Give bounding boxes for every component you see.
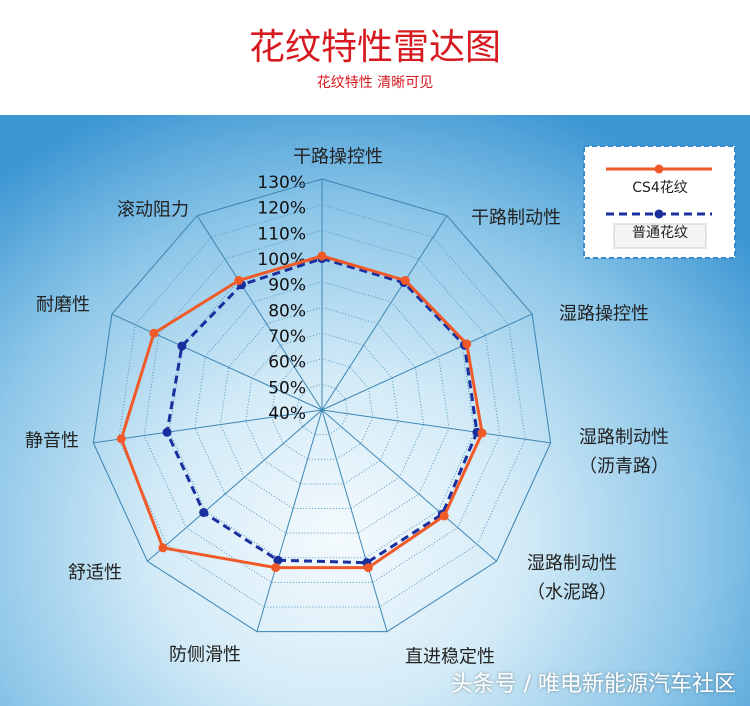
category-label: 耐磨性 (36, 294, 90, 316)
data-point (462, 339, 472, 349)
category-label: 湿路操控性 (559, 303, 649, 325)
r-tick-label: 130% (257, 173, 306, 193)
data-point (271, 563, 281, 573)
watermark: 头条号 / 唯电新能源汽车社区 (450, 672, 736, 697)
category-label: 直进稳定性 (405, 646, 495, 668)
axis-spoke (256, 409, 323, 632)
category-label: 防侧滑性 (169, 644, 241, 666)
r-tick-label: 90% (268, 276, 306, 296)
legend-label-box (613, 223, 707, 249)
axis-spoke (111, 313, 323, 411)
data-point (439, 511, 449, 521)
r-tick-label: 120% (257, 199, 306, 219)
grid-ring (296, 383, 348, 436)
r-tick-label: 50% (268, 378, 306, 398)
data-point (234, 275, 244, 285)
axis-spoke (321, 409, 551, 444)
legend-label: 普通花纹 (632, 225, 688, 241)
axis-spoke (321, 409, 388, 632)
data-point (273, 555, 283, 565)
data-point (149, 328, 159, 338)
axis-spoke (321, 215, 448, 411)
chart-title: 花纹特性雷达图 (248, 27, 501, 68)
data-point (158, 543, 168, 553)
outer-ring (92, 178, 552, 633)
category-label: 干路操控性 (293, 146, 383, 168)
grid-ring (118, 204, 526, 608)
legend-marker (654, 209, 664, 219)
axis-spoke (321, 409, 497, 562)
axis-spoke (321, 313, 533, 411)
axis-spoke (147, 409, 323, 562)
data-point (199, 508, 209, 518)
r-tick-label: 40% (268, 404, 306, 424)
legend-marker (654, 164, 664, 174)
category-label: 湿路制动性 （水泥路） (527, 553, 617, 603)
grid-ring (194, 281, 450, 534)
r-tick-label: 60% (268, 353, 306, 373)
category-label: 湿路制动性 （沥青路） (579, 427, 669, 477)
r-tick-label: 80% (268, 301, 306, 321)
category-label: 滚动阻力 (117, 199, 189, 221)
data-point (162, 427, 172, 437)
data-point (317, 251, 327, 261)
axis-spoke (93, 409, 323, 444)
category-label: 舒适性 (68, 562, 122, 584)
category-label: 静音性 (25, 430, 79, 452)
data-point (363, 563, 373, 573)
r-tick-label: 70% (268, 327, 306, 347)
category-label: 干路制动性 (471, 207, 561, 229)
series-line (119, 254, 484, 570)
grid-ring (270, 358, 374, 460)
data-point (116, 434, 126, 444)
legend-label: CS4花纹 (632, 180, 688, 196)
data-point (177, 341, 187, 351)
data-point (400, 275, 410, 285)
grid-ring (219, 306, 425, 510)
data-point (477, 428, 487, 438)
series-line (165, 256, 479, 565)
axis-spoke (196, 215, 323, 411)
chart-subtitle: 花纹特性 清晰可见 (316, 75, 434, 91)
r-tick-label: 110% (257, 224, 306, 244)
